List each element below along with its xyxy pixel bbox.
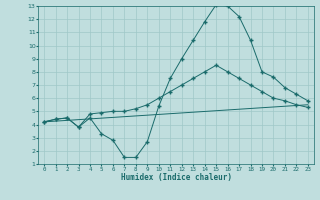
X-axis label: Humidex (Indice chaleur): Humidex (Indice chaleur) bbox=[121, 173, 231, 182]
